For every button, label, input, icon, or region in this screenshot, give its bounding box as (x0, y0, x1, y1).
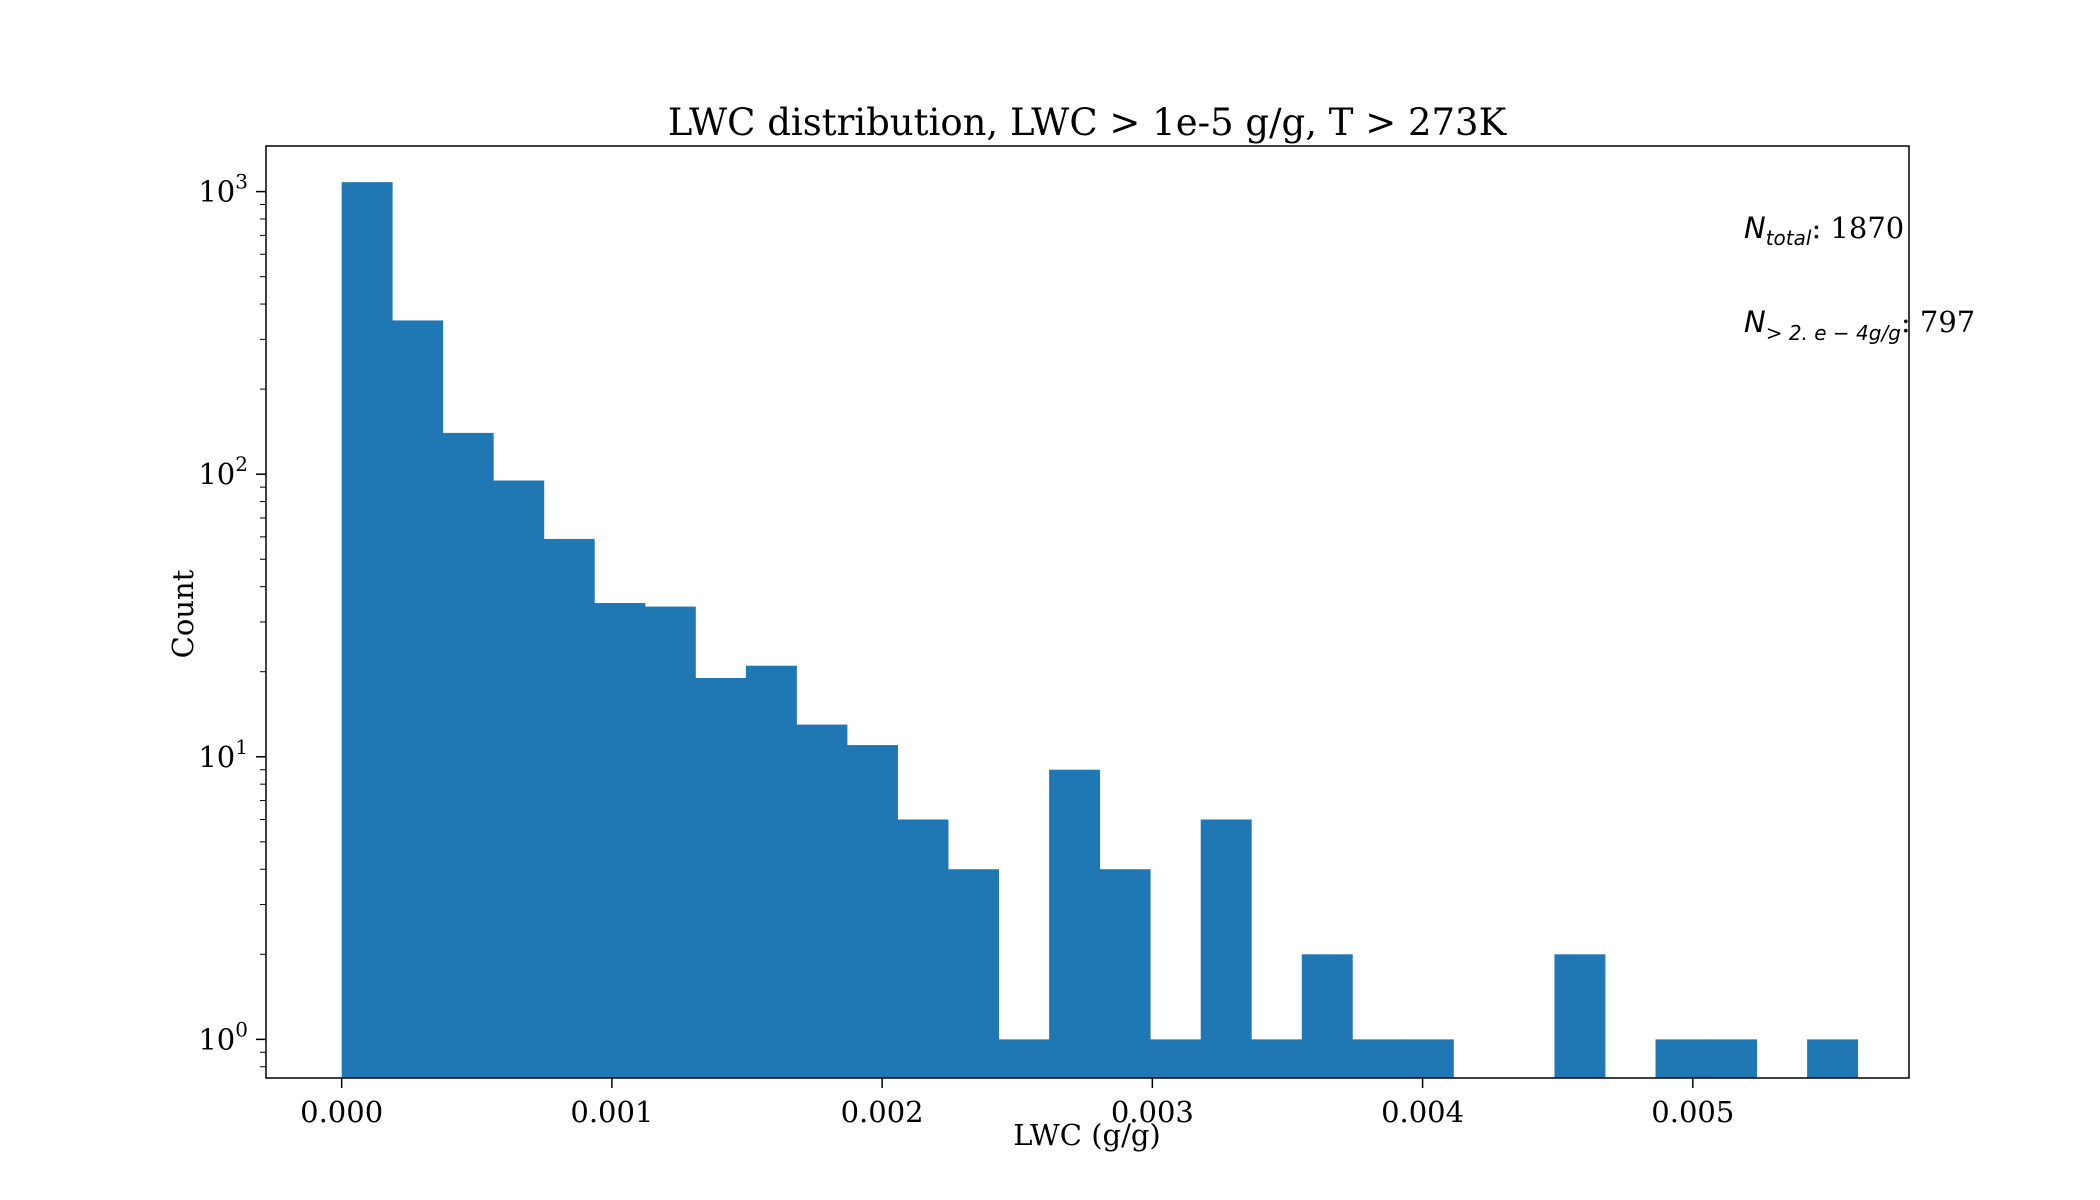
x-axis-label: LWC (g/g) (1013, 1118, 1160, 1152)
histogram-bar (1402, 1039, 1454, 1078)
histogram-bar (695, 678, 747, 1078)
histogram-bar (594, 603, 646, 1078)
y-axis-label: Count (166, 569, 200, 658)
histogram-bar (392, 320, 444, 1078)
y-axis-ticks: 100 101 102 103 (198, 170, 266, 1068)
histogram-bar (1554, 954, 1606, 1078)
histogram-bar (1655, 1039, 1707, 1078)
histogram-bar (846, 745, 898, 1078)
x-axis-ticks: 0.000 0.001 0.002 0.003 0.004 0.005 (300, 1078, 1734, 1129)
histogram-bar (998, 1039, 1050, 1078)
histogram-bar (1301, 954, 1353, 1078)
x-tick-label: 0.004 (1381, 1095, 1464, 1129)
x-tick-label: 0.002 (841, 1095, 924, 1129)
annotation-total-symbol: N (1744, 211, 1766, 245)
annotation-threshold-symbol: N (1744, 305, 1766, 339)
y-tick-label: 102 (198, 452, 248, 491)
histogram-bar (1352, 1039, 1404, 1078)
histogram-bar (543, 538, 595, 1078)
histogram-bar (644, 606, 696, 1078)
histogram-bar (1150, 1039, 1202, 1078)
y-tick-label: 101 (198, 735, 248, 774)
x-tick-label: 0.003 (1111, 1095, 1194, 1129)
histogram-bar (493, 480, 545, 1078)
annotation-total-subscript: total (1766, 226, 1812, 250)
y-tick-label: 103 (198, 170, 248, 209)
chart-title: LWC distribution, LWC > 1e-5 g/g, T > 27… (668, 101, 1508, 144)
histogram-bar (948, 869, 999, 1078)
histogram-bar (745, 665, 797, 1078)
histogram-bar (1049, 769, 1101, 1078)
histogram-bar (1251, 1039, 1303, 1078)
annotation-threshold-subscript: > 2. e − 4g/g (1766, 321, 1901, 345)
histogram-bar (442, 432, 494, 1079)
histogram-bar (1200, 819, 1252, 1078)
annotation-threshold-count: N> 2. e − 4g/g: 797 (1744, 305, 1975, 345)
x-tick-label: 0.000 (300, 1095, 383, 1129)
annotation-total-value: : 1870 (1811, 211, 1904, 245)
y-tick-label: 100 (198, 1017, 248, 1056)
histogram-bar (341, 182, 393, 1078)
histogram-bar (796, 724, 848, 1078)
plot-area-frame (265, 145, 1910, 1079)
annotation-threshold-value: : 797 (1901, 305, 1975, 339)
x-tick-label: 0.005 (1651, 1095, 1734, 1129)
histogram-bars (341, 182, 1859, 1079)
annotation-total-count: Ntotal: 1870 (1744, 211, 1904, 250)
histogram-bar (1706, 1039, 1757, 1078)
svg-text:Ntotal: 1870: Ntotal: 1870 (1744, 211, 1904, 250)
histogram-bar (1099, 869, 1151, 1078)
histogram-bar (1807, 1039, 1859, 1078)
x-tick-label: 0.001 (570, 1095, 653, 1129)
svg-text:N> 2. e − 4g/g: 797: N> 2. e − 4g/g: 797 (1744, 305, 1975, 345)
histogram-bar (897, 819, 949, 1078)
